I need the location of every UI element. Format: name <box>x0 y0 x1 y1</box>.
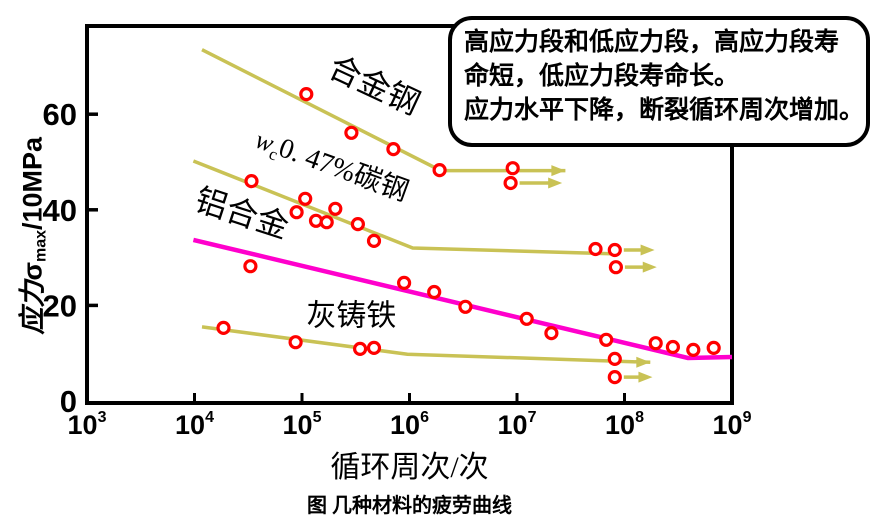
data-point-aluminum-alloy <box>665 339 681 355</box>
series-line-gray-cast-iron <box>201 325 651 365</box>
data-point-carbon-steel <box>350 217 365 232</box>
series-label-aluminum-alloy: 铝合金 <box>191 181 293 245</box>
runout-arrowhead-carbon-steel <box>640 244 655 256</box>
data-point-carbon-steel <box>366 233 382 248</box>
series-label-alloy-steel: 合金钢 <box>323 49 425 122</box>
y-tick-label: 0 <box>60 384 77 419</box>
x-tick-label: 104 <box>175 409 214 440</box>
data-point-alloy-steel <box>386 142 401 157</box>
annotation-box: 高应力段和低应力段，高应力段寿 命短，低应力段寿命长。 应力水平下降，断裂循环周… <box>448 16 870 147</box>
data-point-carbon-steel <box>289 205 304 220</box>
y-axis-label-sub: max <box>32 229 50 263</box>
data-point-carbon-steel <box>588 241 603 257</box>
series-label-carbon-steel: wc0. 47%碳钢 <box>250 123 413 211</box>
y-tick-label: 20 <box>43 288 77 323</box>
annotation-line: 高应力段和低应力段，高应力段寿 <box>464 28 840 56</box>
data-point-aluminum-alloy <box>544 326 559 341</box>
runout-arrowhead-gray-cast-iron <box>638 371 653 383</box>
data-point-carbon-steel <box>298 191 313 206</box>
series-label-gray-cast-iron: 灰铸铁 <box>306 300 396 333</box>
data-point-carbon-steel <box>319 215 334 230</box>
data-point-aluminum-alloy <box>243 259 258 274</box>
data-point-aluminum-alloy <box>458 299 473 314</box>
figure-caption: 图 几种材料的疲劳曲线 <box>307 495 512 517</box>
data-point-gray-cast-iron <box>607 351 622 366</box>
data-point-gray-cast-iron <box>366 340 382 355</box>
series-line-carbon-steel <box>192 159 612 256</box>
y-tick-label: 40 <box>43 193 77 228</box>
data-point-gray-cast-iron <box>288 335 303 350</box>
data-point-aluminum-alloy <box>599 332 614 347</box>
data-point-aluminum-alloy <box>706 340 721 355</box>
y-tick-label: 60 <box>43 97 77 132</box>
y-axis-label-zh: 应力 <box>17 280 48 335</box>
x-axis-label: 循环周次/次 <box>330 451 489 484</box>
data-point-gray-cast-iron <box>216 320 231 335</box>
x-tick-label: 108 <box>605 409 644 440</box>
data-point-aluminum-alloy <box>427 284 442 300</box>
data-point-alloy-steel <box>432 163 447 178</box>
data-point-alloy-steel <box>503 175 518 191</box>
annotation-line: 命短，低应力段寿命长。 <box>464 62 740 90</box>
x-tick-label: 103 <box>68 409 107 440</box>
x-tick-label: 106 <box>390 409 429 440</box>
data-point-carbon-steel <box>244 174 259 189</box>
x-tick-label: 109 <box>713 409 752 440</box>
data-point-aluminum-alloy <box>648 336 663 351</box>
data-point-aluminum-alloy <box>686 342 701 357</box>
data-point-aluminum-alloy <box>397 275 412 290</box>
data-point-alloy-steel <box>299 86 314 102</box>
data-point-alloy-steel <box>505 161 520 176</box>
data-point-aluminum-alloy <box>519 311 534 326</box>
runout-arrowhead-alloy-steel <box>548 177 563 189</box>
runout-arrowhead-carbon-steel <box>642 261 657 273</box>
y-axis-label-unit: /10MPa <box>17 136 48 230</box>
data-point-gray-cast-iron <box>607 370 622 385</box>
y-axis-label: 应力σmax/10MPa <box>11 137 50 335</box>
series-line-arrowhead-gray-cast-iron <box>636 356 651 368</box>
series-line-arrowhead-alloy-steel <box>551 165 566 177</box>
data-point-carbon-steel <box>328 201 343 216</box>
series-line-aluminum-alloy <box>192 237 733 361</box>
y-axis-label-sigma: σ <box>17 262 48 281</box>
data-point-carbon-steel <box>608 260 624 275</box>
data-point-carbon-steel <box>607 242 622 258</box>
annotation-line: 应力水平下降，断裂循环周次增加。 <box>464 96 865 124</box>
x-tick-label: 105 <box>283 409 322 440</box>
data-point-alloy-steel <box>344 125 359 140</box>
x-tick-label: 107 <box>498 409 537 440</box>
data-point-gray-cast-iron <box>353 341 368 356</box>
